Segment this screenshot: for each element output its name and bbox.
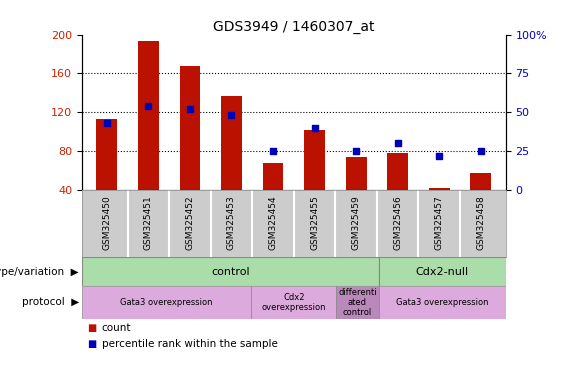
- Point: [393, 141, 402, 147]
- Text: GSM325453: GSM325453: [227, 195, 236, 250]
- Bar: [221, 96, 242, 229]
- Bar: [251, 286, 336, 319]
- Bar: [180, 66, 201, 229]
- Bar: [97, 119, 117, 229]
- Title: GDS3949 / 1460307_at: GDS3949 / 1460307_at: [213, 20, 375, 33]
- Bar: [471, 172, 491, 229]
- Text: ■: ■: [88, 339, 97, 349]
- Bar: [379, 286, 506, 319]
- Point: [434, 153, 444, 159]
- Text: percentile rank within the sample: percentile rank within the sample: [102, 339, 277, 349]
- Bar: [138, 41, 159, 229]
- Text: differenti
ated
control: differenti ated control: [338, 288, 377, 316]
- Text: GSM325450: GSM325450: [102, 195, 111, 250]
- Text: control: control: [211, 266, 250, 277]
- Point: [227, 113, 236, 119]
- Text: GSM325458: GSM325458: [476, 195, 485, 250]
- Text: Cdx2
overexpression: Cdx2 overexpression: [262, 293, 326, 312]
- Bar: [82, 286, 251, 319]
- Text: GSM325456: GSM325456: [393, 195, 402, 250]
- Text: GSM325459: GSM325459: [351, 195, 360, 250]
- Bar: [379, 257, 506, 286]
- Text: protocol  ▶: protocol ▶: [22, 297, 79, 308]
- Bar: [304, 130, 325, 229]
- Point: [476, 148, 485, 154]
- Bar: [387, 153, 408, 229]
- Text: GSM325454: GSM325454: [268, 195, 277, 250]
- Text: ■: ■: [88, 323, 97, 333]
- Text: Gata3 overexpression: Gata3 overexpression: [120, 298, 213, 307]
- Bar: [346, 157, 367, 229]
- Bar: [429, 188, 450, 229]
- Point: [102, 120, 111, 126]
- Text: GSM325455: GSM325455: [310, 195, 319, 250]
- Text: Cdx2-null: Cdx2-null: [415, 266, 469, 277]
- Text: count: count: [102, 323, 131, 333]
- Point: [351, 148, 360, 154]
- Bar: [263, 163, 284, 229]
- Point: [144, 103, 153, 109]
- Point: [185, 106, 194, 112]
- Text: GSM325452: GSM325452: [185, 195, 194, 250]
- Text: GSM325457: GSM325457: [434, 195, 444, 250]
- Point: [310, 125, 319, 131]
- Text: GSM325451: GSM325451: [144, 195, 153, 250]
- Bar: [336, 286, 379, 319]
- Text: genotype/variation  ▶: genotype/variation ▶: [0, 266, 79, 277]
- Point: [268, 148, 277, 154]
- Text: Gata3 overexpression: Gata3 overexpression: [396, 298, 488, 307]
- Bar: [82, 257, 379, 286]
